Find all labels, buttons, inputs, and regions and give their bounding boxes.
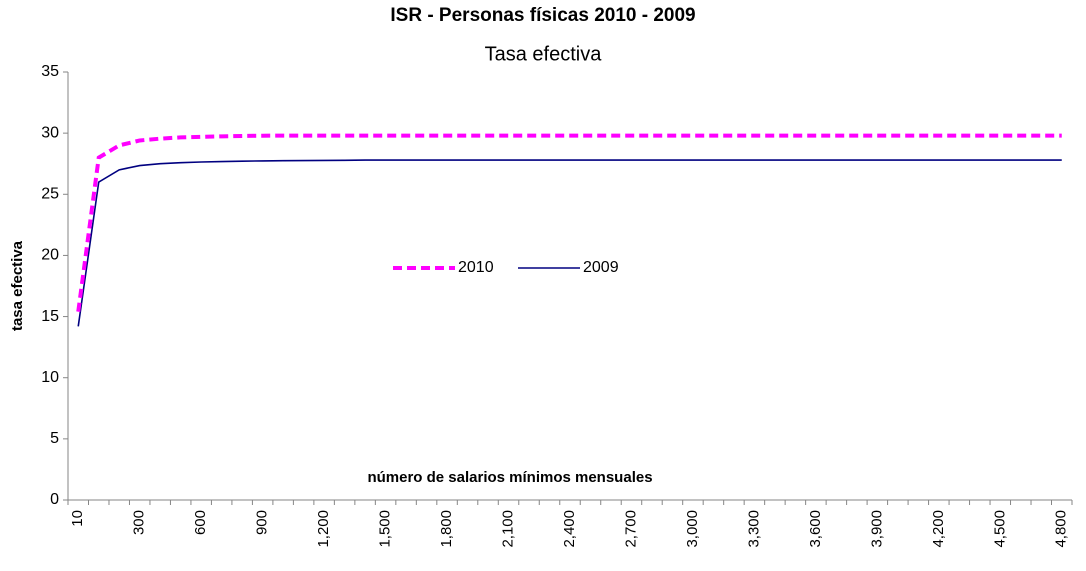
y-tick-label: 25 [41, 186, 59, 203]
x-axis-title: número de salarios mínimos mensuales [367, 469, 652, 486]
x-tick-label: 1,800 [438, 510, 455, 548]
x-tick-label: 3,000 [684, 510, 701, 548]
x-tick-label: 10 [69, 510, 86, 527]
legend-label: 2009 [583, 259, 619, 276]
x-tick-label: 2,700 [622, 510, 639, 548]
x-tick-label: 600 [192, 510, 209, 535]
x-tick-label: 2,100 [499, 510, 516, 548]
legend-label: 2010 [458, 259, 494, 276]
line-series [76, 133, 1062, 312]
x-tick-label: 4,800 [1053, 510, 1070, 548]
x-tick-label: 1,200 [315, 510, 332, 548]
x-tick-label: 4,500 [991, 510, 1008, 548]
x-tick-label: 3,300 [745, 510, 762, 548]
y-tick-label: 35 [41, 63, 59, 80]
y-tick-label: 10 [41, 369, 59, 386]
x-tick-label: 2,400 [561, 510, 578, 548]
chart-title: ISR - Personas físicas 2010 - 2009 [390, 5, 695, 26]
x-tick-label: 300 [131, 510, 148, 535]
x-tick-label: 3,900 [868, 510, 885, 548]
y-tick-label: 15 [41, 308, 59, 325]
chart-subtitle: Tasa efectiva [485, 43, 603, 65]
line-series [77, 159, 1062, 327]
y-axis-title: tasa efectiva [9, 240, 26, 331]
y-tick-label: 0 [50, 491, 59, 508]
x-tick-label: 4,200 [930, 510, 947, 548]
y-tick-label: 30 [41, 124, 59, 141]
x-tick-label: 1,500 [377, 510, 394, 548]
x-tick-label: 3,600 [807, 510, 824, 548]
x-tick-label: 900 [254, 510, 271, 535]
y-tick-label: 5 [50, 430, 59, 447]
y-tick-label: 20 [41, 247, 59, 264]
